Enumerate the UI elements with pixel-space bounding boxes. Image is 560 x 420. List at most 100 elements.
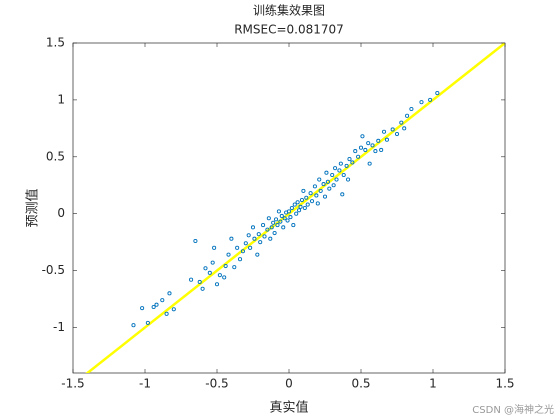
point — [250, 225, 256, 230]
point — [337, 168, 342, 173]
point — [160, 298, 165, 303]
point — [140, 306, 145, 311]
x-tick-label: -1 — [139, 377, 151, 391]
point — [252, 236, 257, 241]
point — [315, 201, 320, 206]
point — [321, 182, 326, 187]
point — [370, 143, 375, 148]
point — [262, 234, 267, 239]
point — [322, 194, 328, 199]
point — [269, 225, 274, 230]
point — [308, 191, 313, 196]
point — [286, 209, 292, 214]
point — [317, 177, 322, 182]
point — [268, 236, 273, 241]
point — [223, 263, 228, 269]
point — [390, 127, 395, 132]
point — [312, 184, 317, 189]
point — [295, 200, 300, 205]
point — [353, 149, 358, 154]
y-tick-label: 0.5 — [46, 149, 65, 163]
point — [237, 257, 243, 262]
point — [305, 202, 310, 207]
point — [256, 232, 261, 237]
point — [229, 236, 234, 241]
point — [309, 199, 315, 204]
point — [255, 252, 260, 257]
point — [299, 197, 305, 203]
x-tick-label: 1.5 — [495, 377, 514, 391]
point — [197, 279, 202, 285]
point — [226, 252, 231, 257]
point — [428, 97, 433, 102]
point — [379, 147, 384, 153]
x-tick-label: -0.5 — [205, 377, 228, 391]
y-tick-label: 0 — [57, 206, 65, 220]
x-tick-label: 1 — [429, 377, 437, 391]
point — [302, 205, 307, 211]
y-axis-label: 预测值 — [25, 188, 41, 227]
point — [258, 240, 263, 245]
point — [341, 172, 346, 178]
point — [340, 192, 345, 197]
point — [278, 219, 283, 224]
point — [281, 225, 286, 230]
point — [171, 307, 176, 312]
point — [334, 177, 339, 182]
point — [381, 129, 387, 134]
plot-area — [85, 43, 505, 373]
point — [145, 320, 150, 325]
point — [367, 161, 372, 166]
point — [273, 217, 279, 222]
point — [288, 215, 293, 220]
watermark: CSDN @海神之光 — [472, 403, 554, 416]
point — [384, 137, 389, 142]
x-tick-label: -1.5 — [61, 377, 84, 391]
point — [246, 233, 251, 238]
x-tick-label: 0 — [285, 377, 293, 391]
point — [294, 211, 299, 216]
point — [210, 260, 215, 265]
point — [331, 183, 336, 188]
point — [203, 266, 208, 271]
point — [327, 186, 332, 191]
point — [289, 205, 294, 211]
point — [279, 213, 284, 219]
point — [366, 141, 371, 146]
point — [266, 216, 271, 221]
point — [363, 147, 368, 153]
point — [376, 138, 381, 143]
point — [314, 193, 319, 198]
point — [276, 209, 281, 214]
point — [261, 223, 266, 228]
point — [154, 302, 159, 307]
point — [292, 202, 297, 207]
point — [189, 277, 194, 282]
point — [399, 120, 404, 125]
point — [164, 311, 169, 316]
point — [222, 275, 227, 280]
point — [301, 188, 306, 193]
y-tick-label: 1 — [57, 92, 65, 106]
y-tick-label: -1 — [53, 320, 65, 334]
point — [243, 241, 248, 246]
point — [193, 238, 198, 244]
point — [330, 172, 335, 178]
reference-line — [85, 43, 505, 373]
point — [285, 218, 290, 223]
point — [200, 286, 205, 291]
point — [333, 166, 338, 171]
point — [240, 249, 245, 254]
point — [207, 270, 212, 275]
point — [344, 163, 349, 168]
point — [350, 160, 355, 165]
point — [214, 282, 220, 287]
point — [212, 245, 217, 250]
point — [402, 126, 407, 131]
point — [235, 245, 240, 250]
point — [272, 230, 277, 236]
y-tick-label: 1.5 — [46, 36, 65, 50]
point — [232, 265, 237, 270]
